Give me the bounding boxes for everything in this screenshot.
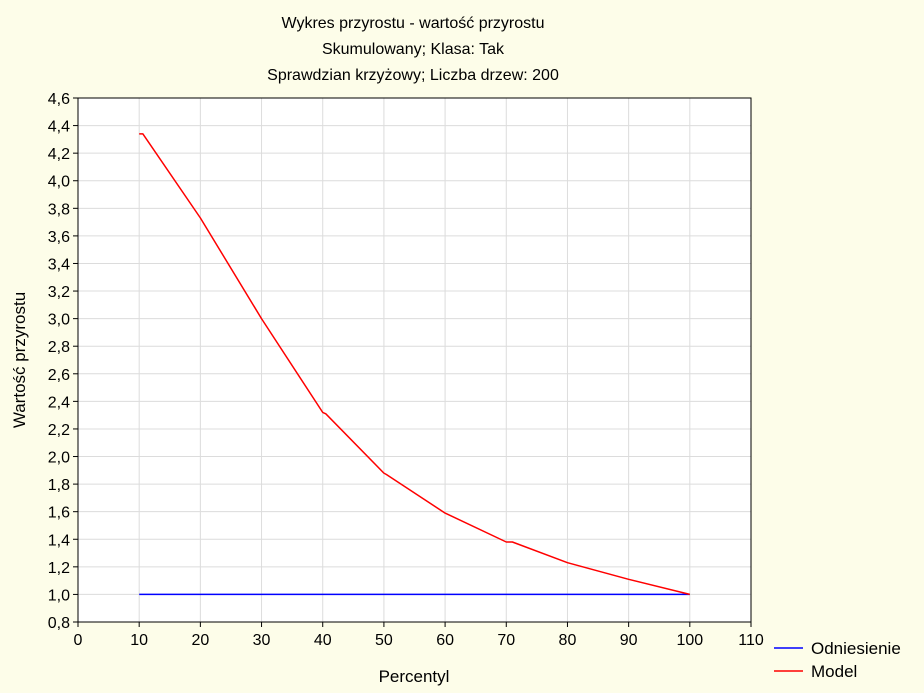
y-tick-label: 2,6 <box>48 367 70 384</box>
x-tick-label: 80 <box>559 632 577 649</box>
y-tick-label: 4,4 <box>48 119 70 136</box>
x-tick-label: 30 <box>253 632 271 649</box>
grid-lines <box>78 98 751 622</box>
x-tick-label: 100 <box>676 632 703 649</box>
y-tick-label: 2,8 <box>48 339 70 356</box>
series-layer <box>139 133 690 596</box>
y-tick-label: 2,0 <box>48 450 70 467</box>
y-tick-label: 1,6 <box>48 505 70 522</box>
y-tick-label: 3,6 <box>48 229 70 246</box>
x-axis-label: Percentyl <box>379 667 450 686</box>
legend-label-odniesienie: Odniesienie <box>811 639 901 658</box>
x-tick-label: 60 <box>436 632 454 649</box>
y-tick-label: 3,2 <box>48 284 70 301</box>
x-tick-label: 40 <box>314 632 332 649</box>
chart-subtitle-1: Skumulowany; Klasa: Tak <box>322 41 505 58</box>
y-tick-label: 4,2 <box>48 146 70 163</box>
legend-label-model: Model <box>811 662 857 681</box>
y-tick-label: 2,4 <box>48 394 70 411</box>
y-tick-label: 4,6 <box>48 91 70 108</box>
y-tick-label: 1,4 <box>48 532 70 549</box>
y-tick-label: 4,0 <box>48 174 70 191</box>
axis-ticks: 0 10 20 30 40 50 60 70 80 90 100 110 0,8 1,0 1,2 1,4 1,6… <box>48 91 764 649</box>
series-line-model <box>139 133 690 596</box>
x-tick-label: 0 <box>74 632 83 649</box>
legend: Odniesienie Model <box>774 639 901 681</box>
x-tick-label: 50 <box>375 632 393 649</box>
chart-title: Wykres przyrostu - wartość przyrostu <box>281 15 544 32</box>
plot-frame <box>77 97 752 623</box>
y-tick-label: 3,4 <box>48 256 70 273</box>
y-tick-label: 2,2 <box>48 422 70 439</box>
x-tick-label: 20 <box>191 632 209 649</box>
y-axis-label: Wartość przyrostu <box>10 292 29 428</box>
x-tick-label: 110 <box>738 632 764 649</box>
y-tick-label: 1,2 <box>48 560 70 577</box>
x-tick-label: 70 <box>497 632 515 649</box>
y-tick-label: 0,8 <box>48 615 70 632</box>
x-tick-label: 10 <box>130 632 148 649</box>
chart-subtitle-2: Sprawdzian krzyżowy; Liczba drzew: 200 <box>267 67 559 84</box>
y-tick-label: 1,8 <box>48 477 70 494</box>
y-tick-label: 1,0 <box>48 587 70 604</box>
y-tick-label: 3,8 <box>48 201 70 218</box>
y-tick-label: 3,0 <box>48 312 70 329</box>
x-tick-label: 90 <box>620 632 638 649</box>
plot-area <box>78 98 751 622</box>
